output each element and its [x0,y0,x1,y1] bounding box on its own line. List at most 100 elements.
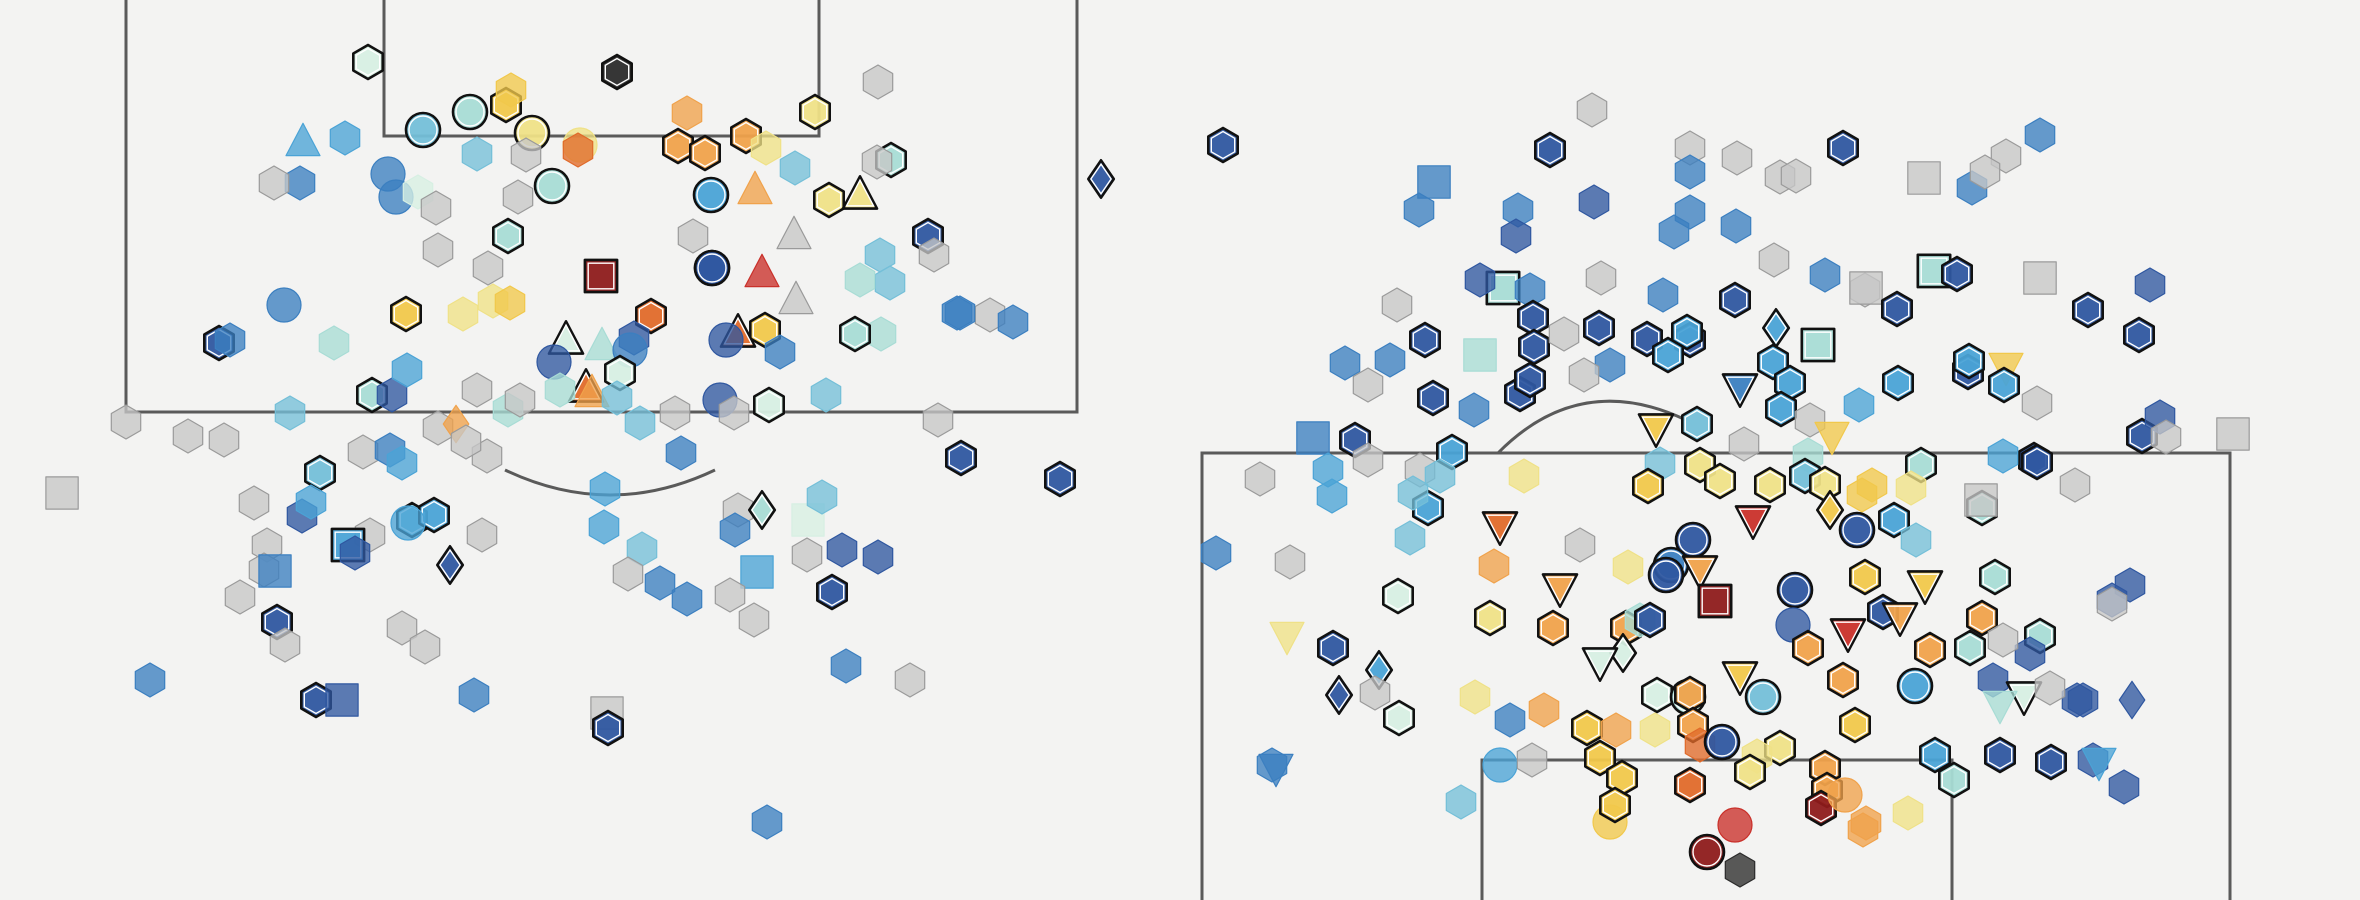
pitch-right-marker-ring [1737,757,1763,787]
pitch-left-marker-circle [266,287,302,323]
pitch-left-marker-hexagon [714,577,746,613]
pitch-right-marker-hexagon [2035,743,2067,781]
pitch-left-marker-ring [408,115,438,145]
pitch-right-marker-hexagon [1632,467,1664,505]
pitch-left-marker-hexagon [420,190,452,226]
pitch-right-marker-ring [1910,573,1940,602]
pitch-left-marker-ring [1047,464,1073,494]
pitch-right-marker-hexagon [1754,466,1786,504]
pitch-right-marker-ring [1587,743,1613,773]
pitch-left-marker-hexagon [864,237,896,273]
pitch-right-marker-hexagon [1652,336,1684,374]
pitch-left-marker-ring [638,301,664,331]
pitch-left-marker-hexagon [347,434,379,470]
pitch-right-marker-ring [1900,671,1930,701]
pitch-right-marker-ring [1687,450,1713,480]
pitch-right-marker-ring [1842,710,1868,740]
pitch-right-marker-hexagon [1634,601,1666,639]
pitch-right-marker-hexagon [2021,443,2053,481]
pitch-right-marker-square [1907,161,1941,195]
pitch-left-marker-triangle [778,280,814,315]
pitch-right-marker-hexagon [1424,458,1456,494]
pitch-right-marker-hexagon [1780,158,1812,194]
pitch-right-marker-hexagon [1953,342,1985,380]
pitch-right-marker-ring [1917,635,1943,665]
pitch-left-marker-triangle [744,253,780,288]
pitch-right-marker-hexagon [1639,712,1671,748]
pitch-left-marker-circle [451,93,489,131]
pitch-left-marker-hexagon [862,64,894,100]
pitch-right-marker-hexagon [1585,260,1617,296]
pitch-right-marker-square [1417,165,1451,199]
pitch-left-marker-hexagon [862,539,894,575]
pitch-right-marker-ring [1795,633,1821,663]
pitch-left-marker-hexagon [134,662,166,698]
pitch-right-marker-ring [1944,259,1970,289]
pitch-left-marker-hexagon [753,386,785,424]
pitch-left-marker-hexagon [352,43,384,81]
pitch-right-marker-hexagon [1352,442,1384,478]
pitch-right-marker-ring [2126,320,2152,350]
pitch-left-marker-hexagon [941,295,973,331]
pitch-right-marker-hexagon [2034,670,2066,706]
pitch-right-marker-ring [1674,317,1700,347]
pitch-left-marker-hexagon [589,471,621,507]
pitch-right-marker-hexagon [1403,192,1435,228]
pitch-left-marker-hexagon [447,296,479,332]
pitch-right-marker-hexagon [1765,390,1797,428]
pitch-left-marker-hexagon [750,130,782,166]
pitch-left-marker-hexagon [718,395,750,431]
pitch-left-marker-ring [1090,162,1112,196]
pitch-right-marker-hexagon [1674,154,1706,190]
pitch-left-marker-hexagon [172,418,204,454]
pitch-left-marker-ring [604,57,630,87]
pitch-right-marker-ring [1420,383,1446,413]
pitch-right-marker-hexagon [1843,387,1875,423]
pitch-left-marker-square [258,554,292,588]
pitch-right-marker-ring [1485,514,1515,543]
pitch-right-marker-ring [2075,295,2101,325]
pitch-left-marker-hexagon [799,93,831,131]
pitch-left-marker-hexagon [751,804,783,840]
pitch-right-marker-hexagon [1882,364,1914,402]
pitch-right-marker-hexagon [1583,309,1615,347]
pitch-right-marker-circle [1838,511,1876,549]
pitch-right-marker-hexagon [1576,92,1608,128]
pitch-right-marker-hexagon [1914,631,1946,669]
pitch-left-marker-circle [390,505,426,541]
pitch-right-marker-hexagon [1724,852,1756,888]
pitch-left-marker-hexagon [844,262,876,298]
pitch-left-marker-hexagon [738,602,770,638]
pitch-left-marker-hexagon [269,627,301,663]
pitch-right-marker-hexagon [1954,629,1986,667]
pitch-right-marker-hexagon [1892,795,1924,831]
pitch-left-marker-hexagon [224,579,256,615]
pitch-right-marker-hexagon [1528,692,1560,728]
pitch-left-marker-circle [536,344,572,380]
pitch-right-marker-ring [2024,447,2050,477]
pitch-left-marker-hexagon [612,556,644,592]
pitch-left-marker-ring [421,500,447,530]
pitch-left-marker-hexagon [284,165,316,201]
pitch-left-marker-hexagon [386,610,418,646]
pitch-right-marker-hexagon [1383,699,1415,737]
pitch-left-marker-hexagon [791,537,823,573]
pitch-right-marker-hexagon [2096,586,2128,622]
pitch-left-marker-hexagon [644,565,676,601]
pitch-right-marker-ring [1412,325,1438,355]
pitch-left-marker-hexagon [386,445,418,481]
pitch-right-marker-hexagon [1478,548,1510,584]
pitch-right-marker-ring [1585,650,1615,679]
pitch-left-marker-triangle [285,122,321,157]
pitch-right-marker-hexagon [1612,549,1644,585]
pitch-right-marker-square [1849,271,1883,305]
pitch-left-marker-ring [697,253,727,283]
pitch-left-marker-hexagon [662,127,694,165]
pitch-right-marker-hexagon [2072,291,2104,329]
pitch-left-marker-ring [439,548,461,582]
pitch-right-marker-hexagon [1827,661,1859,699]
pitch-left-marker-ring [595,713,621,743]
pitch-right-marker-triangle_down [1734,505,1772,540]
pitch-right-marker-hexagon [1417,379,1449,417]
pitch-right-marker-hexagon [1397,475,1429,511]
